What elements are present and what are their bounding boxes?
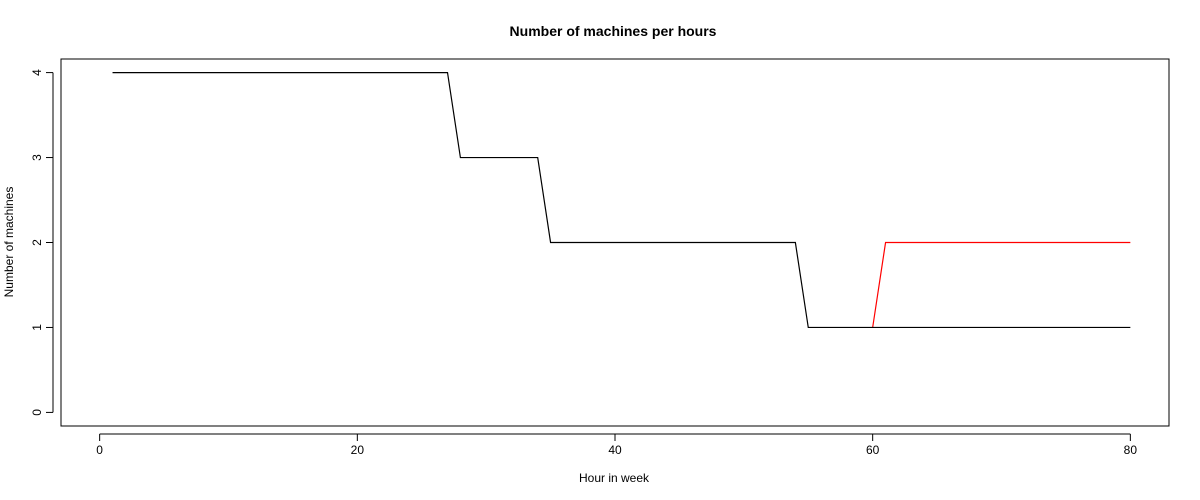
chart-title: Number of machines per hours [510, 23, 717, 39]
y-tick-label: 2 [30, 239, 44, 246]
y-axis: 0 1 2 3 4 [30, 69, 54, 416]
x-tick-label: 40 [608, 443, 622, 457]
series-line-1 [872, 241, 1131, 328]
x-axis-label: Hour in week [579, 471, 650, 485]
x-axis: 0 20 40 60 80 [96, 433, 1138, 457]
y-tick-label: 1 [30, 324, 44, 331]
y-tick-label: 0 [30, 409, 44, 416]
y-tick-label: 3 [30, 154, 44, 161]
series-layer [112, 71, 1131, 329]
plot-frame [60, 58, 1170, 427]
x-tick-label: 80 [1124, 443, 1138, 457]
y-tick-label: 4 [30, 69, 44, 76]
x-tick-label: 0 [96, 443, 103, 457]
x-tick-label: 20 [351, 443, 365, 457]
series-line-2 [112, 71, 1131, 329]
x-tick-label: 60 [866, 443, 880, 457]
y-axis-label: Number of machines [2, 187, 16, 298]
